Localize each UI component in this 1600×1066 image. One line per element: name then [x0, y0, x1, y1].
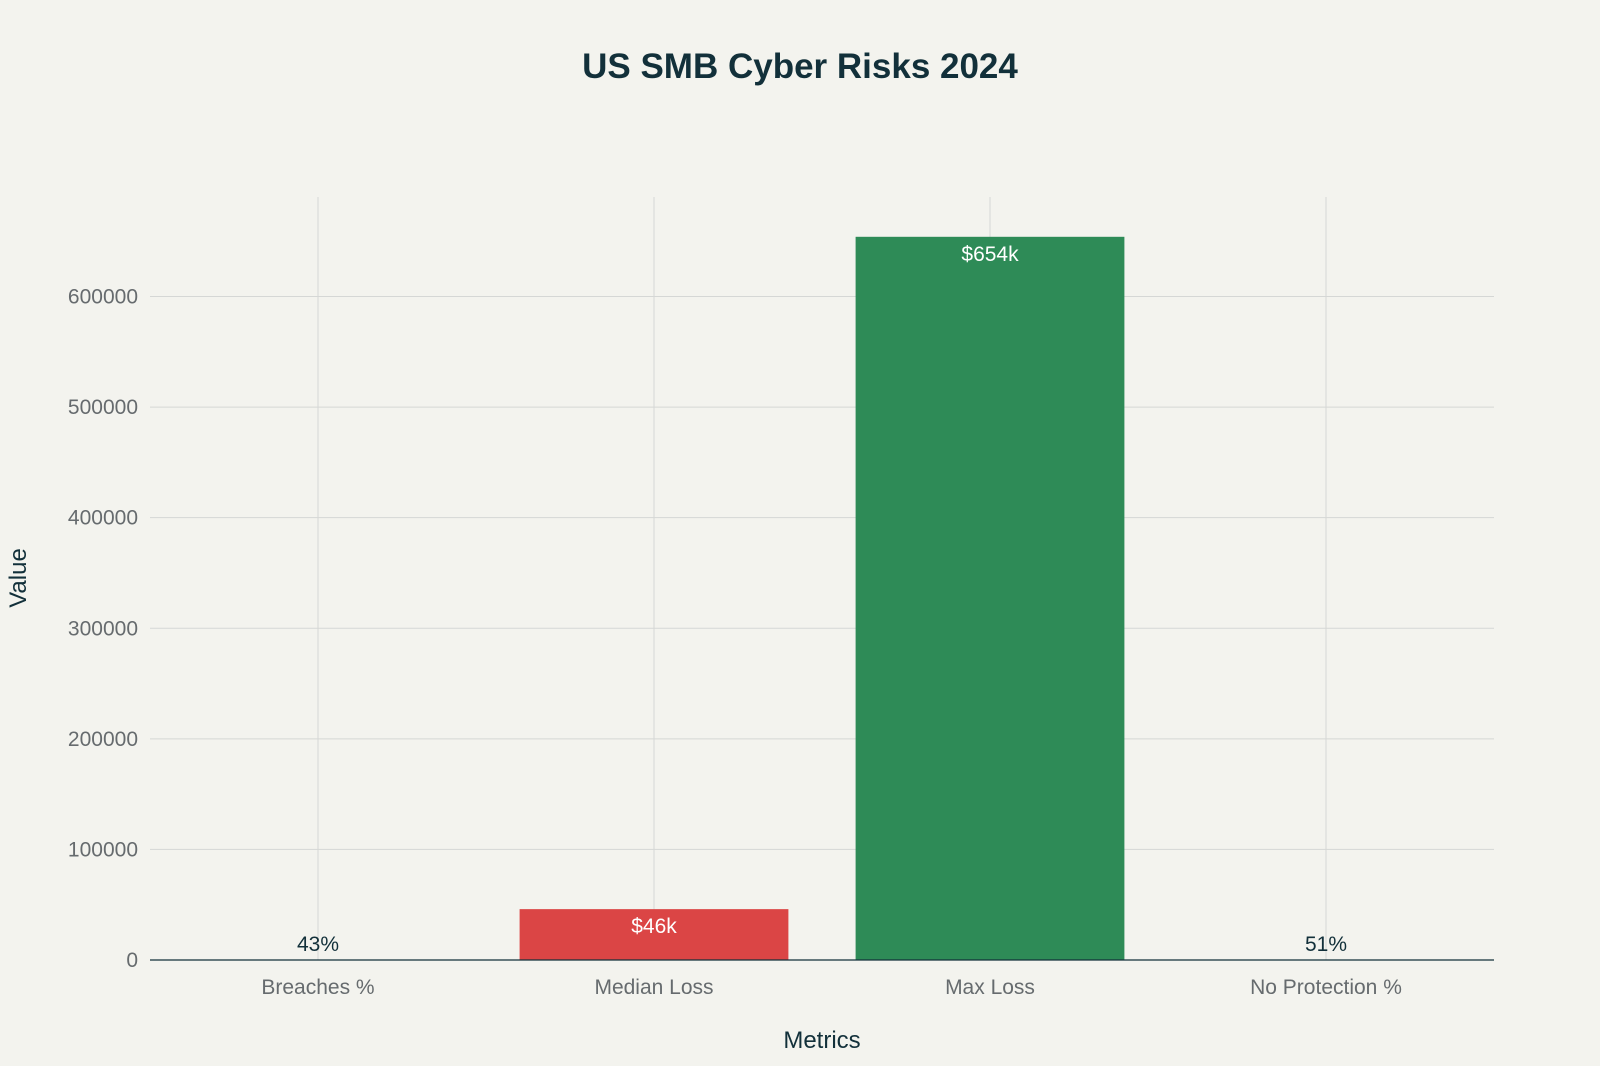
bar-data-label: 43%: [297, 933, 339, 956]
bar: [519, 909, 789, 960]
bar-labels: 43% $46k $654k 51%: [297, 243, 1347, 956]
x-tick-label: Breaches %: [261, 976, 374, 999]
y-tick-label: 600000: [68, 286, 138, 309]
x-tick-label: Median Loss: [594, 976, 713, 999]
y-tick-label: 0: [126, 949, 138, 972]
x-axis-title: Metrics: [783, 1027, 860, 1054]
x-tick-label: No Protection %: [1250, 976, 1402, 999]
y-tick-label: 400000: [68, 507, 138, 530]
x-axis-ticks: Breaches % Median Loss Max Loss No Protecti…: [261, 976, 1401, 999]
bar-data-label: $654k: [961, 243, 1019, 266]
bar: [855, 236, 1125, 960]
y-axis-ticks: 0 100000 200000 300000 400000 500000 600000: [68, 286, 138, 972]
bar-data-label: 51%: [1305, 933, 1347, 956]
chart-title: US SMB Cyber Risks 2024: [582, 47, 1018, 86]
x-tick-label: Max Loss: [945, 976, 1035, 999]
y-tick-label: 100000: [68, 838, 138, 861]
bars: [183, 236, 1461, 960]
y-tick-label: 200000: [68, 728, 138, 751]
bar-data-label: $46k: [631, 915, 677, 938]
y-tick-label: 300000: [68, 617, 138, 640]
y-axis-title: Value: [5, 548, 32, 608]
gridlines: [150, 197, 1494, 960]
y-tick-label: 500000: [68, 396, 138, 419]
